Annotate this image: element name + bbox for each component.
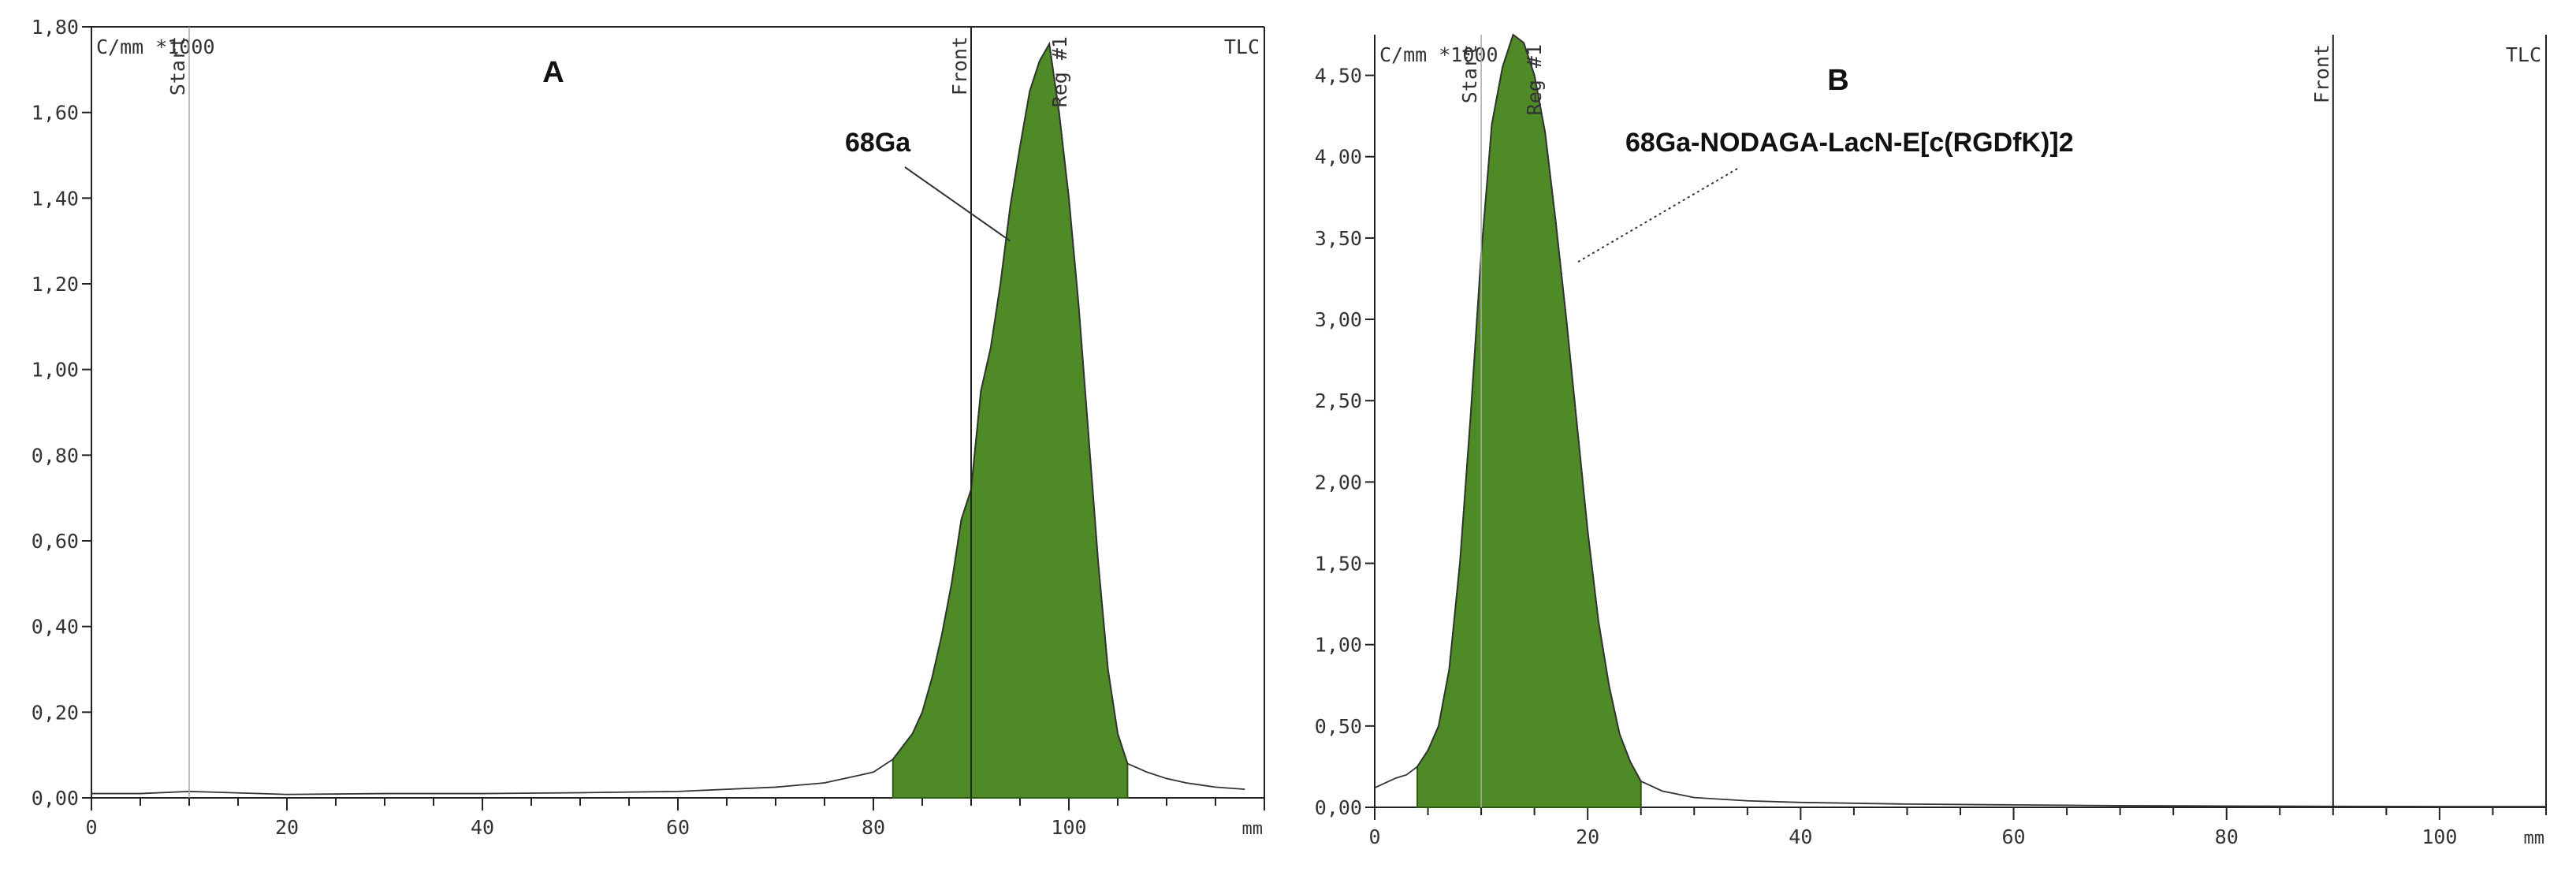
- y-tick-label: 0,40: [32, 616, 79, 639]
- panel-letter: B: [1827, 64, 1848, 97]
- x-tick-label: 60: [666, 816, 690, 839]
- annotation-label: 68Ga-NODAGA-LacN-E[c(RGDfK)]2: [1625, 128, 2074, 158]
- trace-line: [1374, 33, 2546, 807]
- x-tick-label: 60: [2001, 825, 2025, 848]
- y-tick-label: 4,50: [1315, 65, 1362, 88]
- chart-panel-b: 0,00 0,50 1,00 1,50 2,00 2,50 3,00 3,50 4,00 4,50…: [1315, 33, 2547, 848]
- marker-label-reg-1: Reg #1: [1523, 44, 1546, 115]
- annotation-leader: [904, 166, 1011, 242]
- x-axis-label: mm: [1242, 819, 1264, 839]
- marker-label-start: Start: [1458, 44, 1481, 103]
- y-tick-label: 2,00: [1315, 471, 1362, 494]
- y-tick-label: 4,00: [1315, 146, 1362, 169]
- x-tick-label: 40: [471, 816, 494, 839]
- trace-line: [91, 42, 1245, 795]
- y-tick-label: 3,00: [1315, 308, 1362, 331]
- y-tick-label: 1,60: [32, 102, 79, 125]
- x-axis-label: mm: [2524, 829, 2545, 848]
- method-label: TLC: [2506, 43, 2541, 66]
- y-tick-label: 1,40: [32, 187, 79, 210]
- y-tick-label: 1,00: [1315, 634, 1362, 657]
- annotation-label: 68Ga: [845, 128, 911, 158]
- marker-label-front: Front: [2310, 44, 2333, 103]
- x-tick-label: 0: [1368, 825, 1380, 848]
- y-tick-label: 1,50: [1315, 553, 1362, 576]
- y-tick-label: 3,50: [1315, 227, 1362, 250]
- y-tick-label: 2,50: [1315, 389, 1362, 412]
- y-tick-label: 0,50: [1315, 715, 1362, 738]
- y-tick-label: 0,00: [32, 787, 79, 810]
- unit-label: C/mm *1000: [1379, 43, 1498, 66]
- x-tick-label: 0: [85, 816, 97, 839]
- x-tick-label: 80: [2215, 825, 2239, 848]
- annotation-leader: [1576, 168, 1738, 263]
- y-tick-label: 1,20: [32, 273, 79, 296]
- marker-label-start: Start: [166, 36, 189, 95]
- x-tick-label: 100: [1051, 816, 1086, 839]
- y-tick-label: 1,80: [32, 16, 79, 39]
- x-tick-label: 40: [1789, 825, 1812, 848]
- region-fill: [1416, 33, 1642, 808]
- x-tick-label: 100: [2422, 825, 2457, 848]
- y-tick-label: 0,20: [32, 701, 79, 724]
- region-fill: [892, 41, 1129, 799]
- method-label: TLC: [1224, 35, 1260, 58]
- x-tick-label: 20: [1576, 825, 1599, 848]
- y-tick-label: 1,00: [32, 359, 79, 382]
- y-tick-label: 0,00: [1315, 796, 1362, 819]
- panel-letter: A: [542, 56, 564, 89]
- chart-panel-a: 0,00 0,20 0,40 0,60 0,80 1,00 1,20 1,40 1,60 1,80…: [32, 16, 1265, 839]
- y-tick-label: 0,60: [32, 530, 79, 553]
- marker-label-reg-1: Reg #1: [1048, 36, 1071, 107]
- y-tick-label: 0,80: [32, 444, 79, 467]
- x-tick-label: 20: [275, 816, 299, 839]
- unit-label: C/mm *1000: [96, 35, 215, 58]
- marker-label-front: Front: [948, 36, 971, 95]
- x-tick-label: 80: [862, 816, 885, 839]
